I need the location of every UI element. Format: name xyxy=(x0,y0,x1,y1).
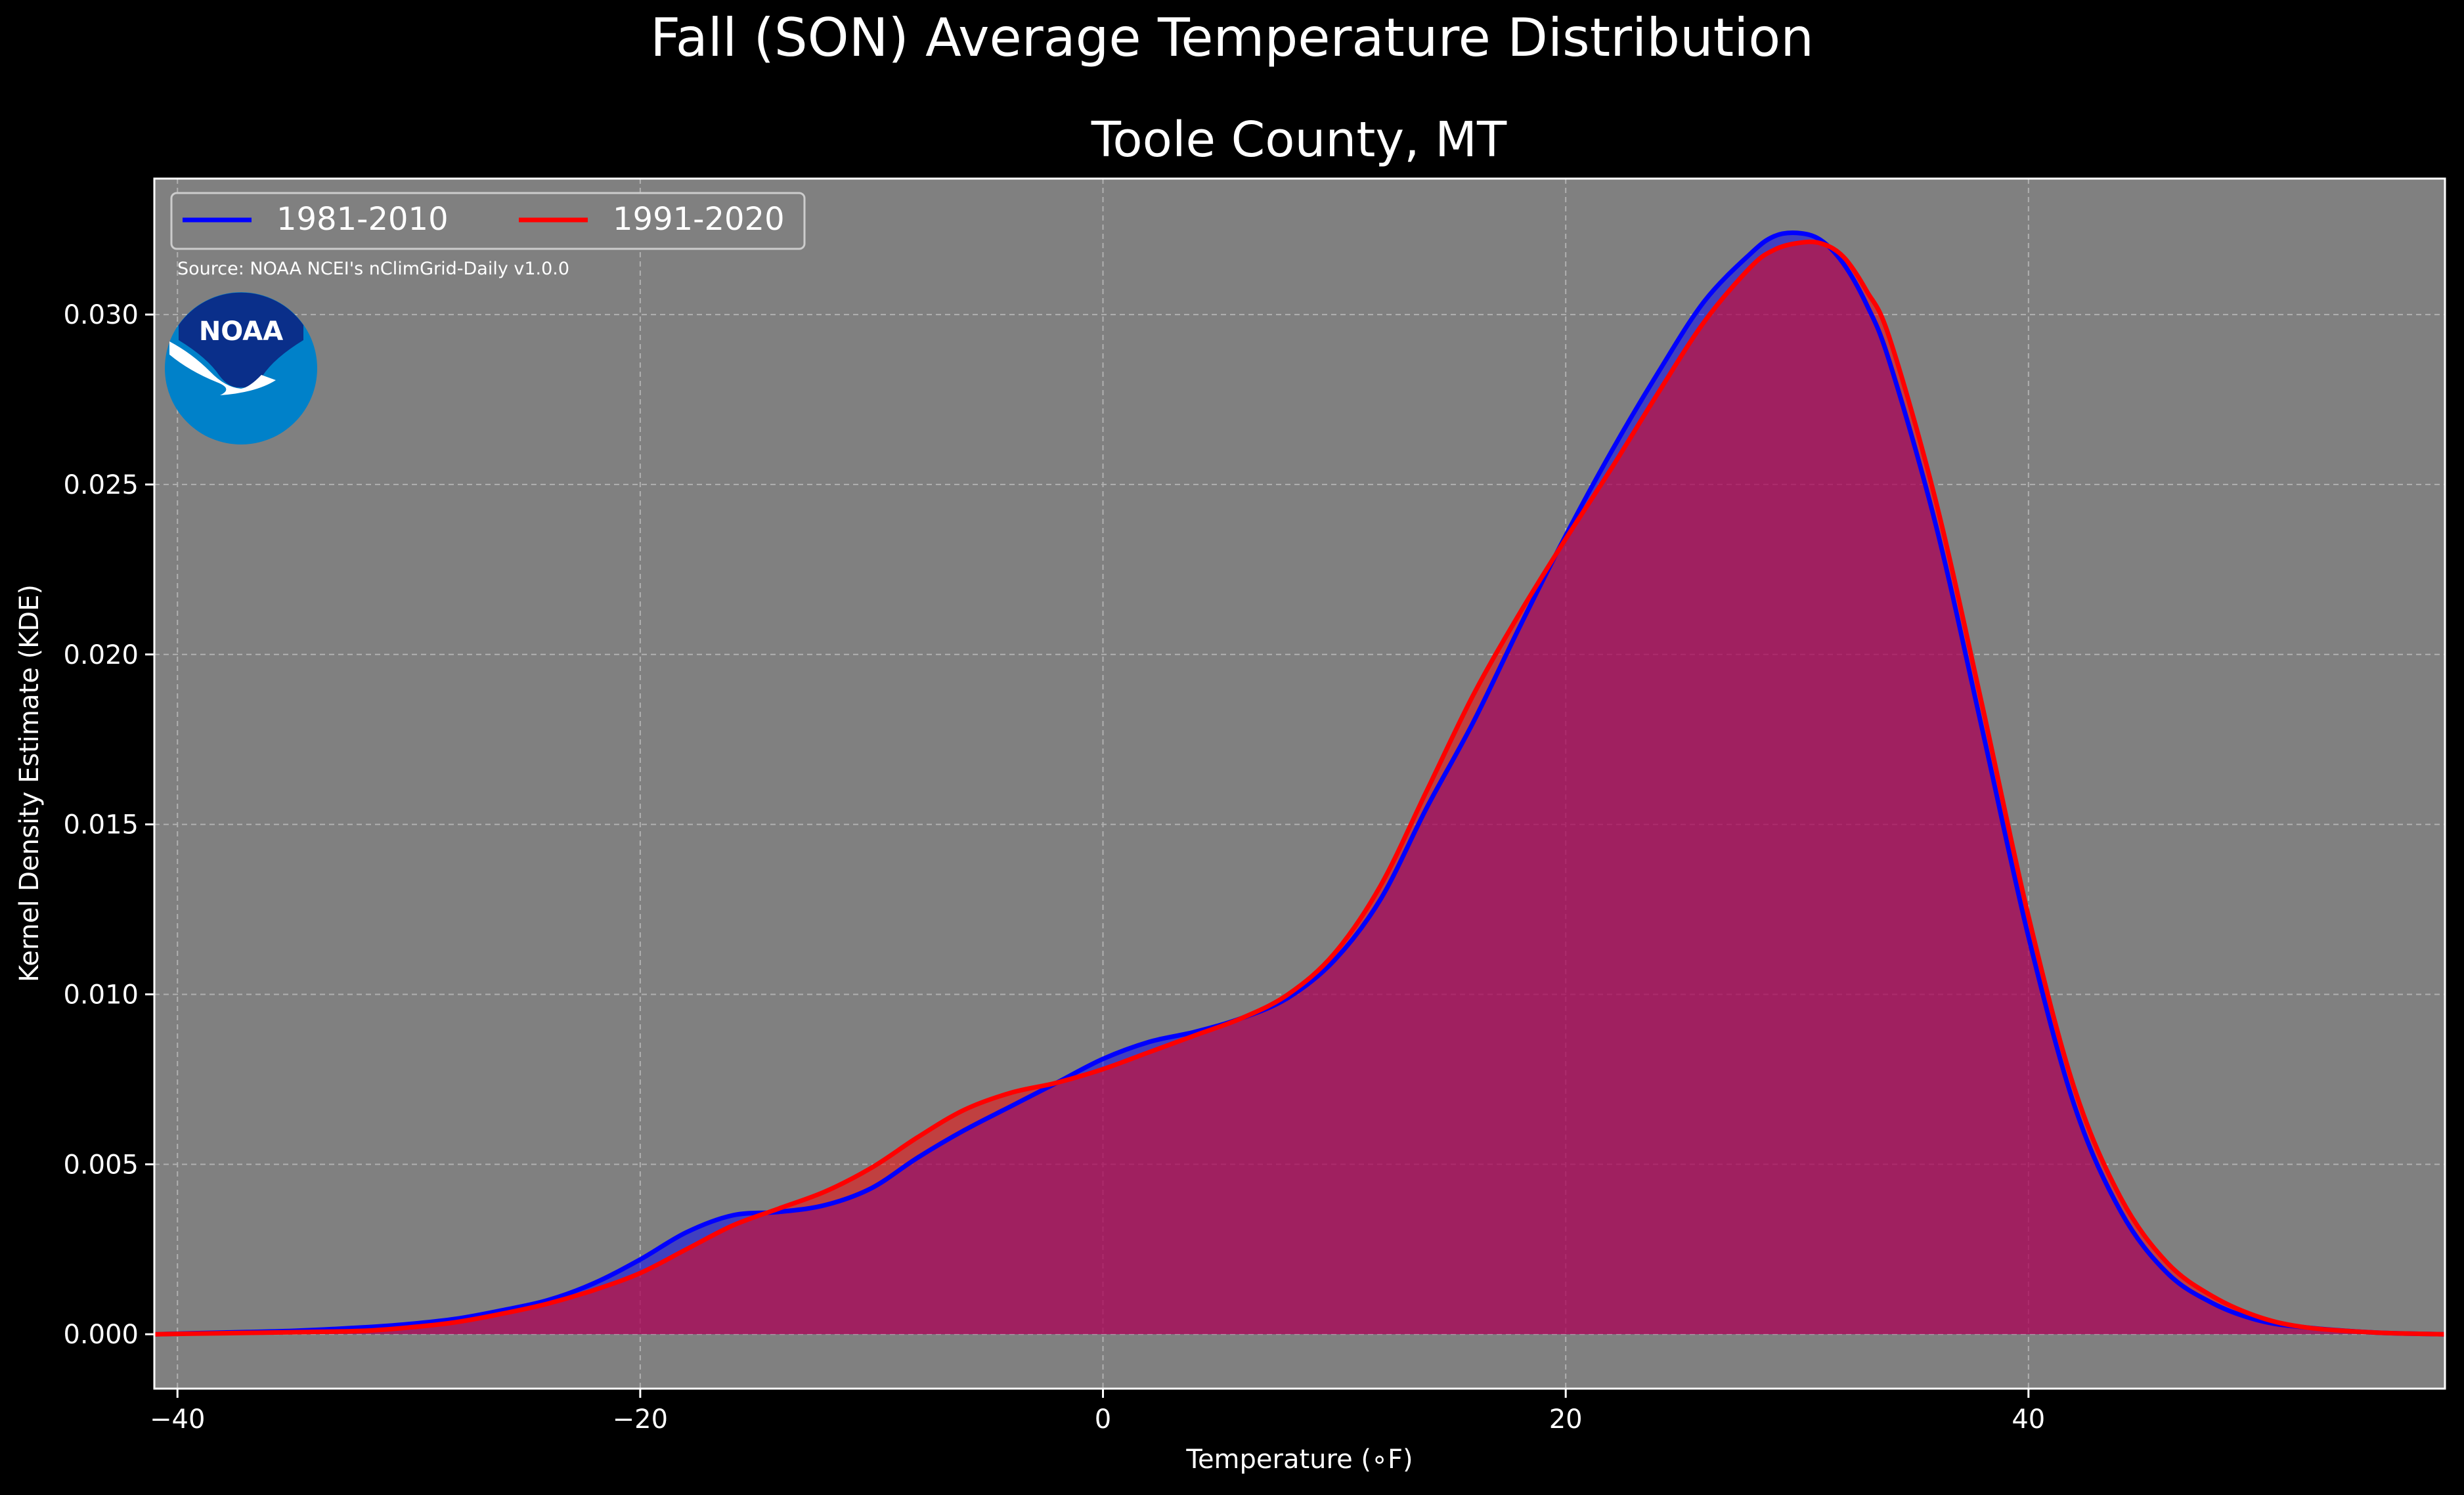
legend-box xyxy=(170,192,806,250)
series-lines xyxy=(154,230,2446,1337)
x-axis-label: Temperature (∘F) xyxy=(1185,1444,1413,1475)
x-tick-label: −40 xyxy=(150,1404,205,1435)
y-tick-label: 0.030 xyxy=(63,300,139,330)
plot-frame xyxy=(153,177,2446,1390)
noaa-logo-text: NOAA xyxy=(199,316,283,347)
series-fills xyxy=(154,232,2445,1335)
legend-label-2: 1991-2020 xyxy=(613,201,785,238)
series-line-1 xyxy=(154,230,2446,1337)
source-note: Source: NOAA NCEI's nClimGrid-Daily v1.0… xyxy=(177,259,569,279)
series-line-2 xyxy=(154,239,2446,1337)
y-tick-label: 0.025 xyxy=(63,470,139,500)
legend[interactable]: 1981-2010 1991-2020 xyxy=(170,192,806,250)
y-tick-label: 0.015 xyxy=(63,810,139,840)
x-tick-label: 20 xyxy=(1549,1404,1583,1435)
y-tick-label: 0.005 xyxy=(63,1150,139,1180)
chart-suptitle: Fall (SON) Average Temperature Distribut… xyxy=(650,7,1814,68)
x-tick-label: 40 xyxy=(2012,1404,2045,1435)
x-tick-label: −20 xyxy=(613,1404,668,1435)
chart-title: Toole County, MT xyxy=(1091,112,1507,168)
x-axis-ticks: −40 −20 0 20 40 xyxy=(150,1389,2045,1435)
noaa-logo: NOAA xyxy=(165,292,317,444)
legend-label-1: 1981-2010 xyxy=(276,201,449,238)
y-tick-label: 0.010 xyxy=(63,980,139,1010)
x-tick-label: 0 xyxy=(1095,1404,1111,1435)
y-axis-label: Kernel Density Estimate (KDE) xyxy=(14,584,45,982)
y-axis-ticks: 0.000 0.005 0.010 0.015 0.020 0.025 0.030 xyxy=(63,300,154,1350)
y-tick-label: 0.020 xyxy=(63,640,139,670)
y-tick-label: 0.000 xyxy=(63,1320,139,1350)
series-fill-2 xyxy=(154,242,2445,1335)
